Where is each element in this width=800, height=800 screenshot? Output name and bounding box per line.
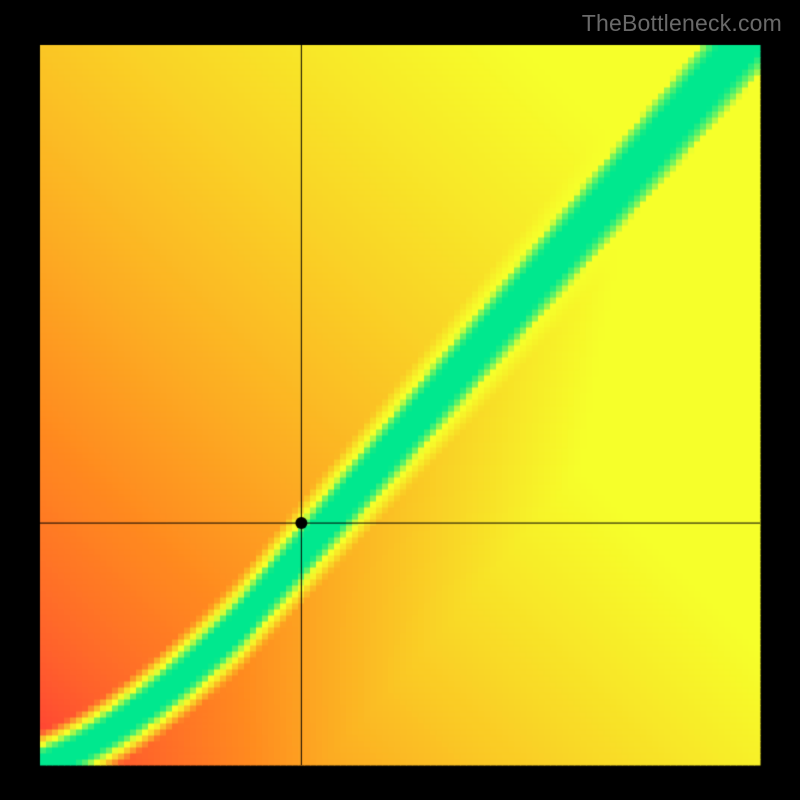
chart-container: TheBottleneck.com — [0, 0, 800, 800]
bottleneck-heatmap — [0, 0, 800, 800]
watermark-text: TheBottleneck.com — [582, 10, 782, 37]
